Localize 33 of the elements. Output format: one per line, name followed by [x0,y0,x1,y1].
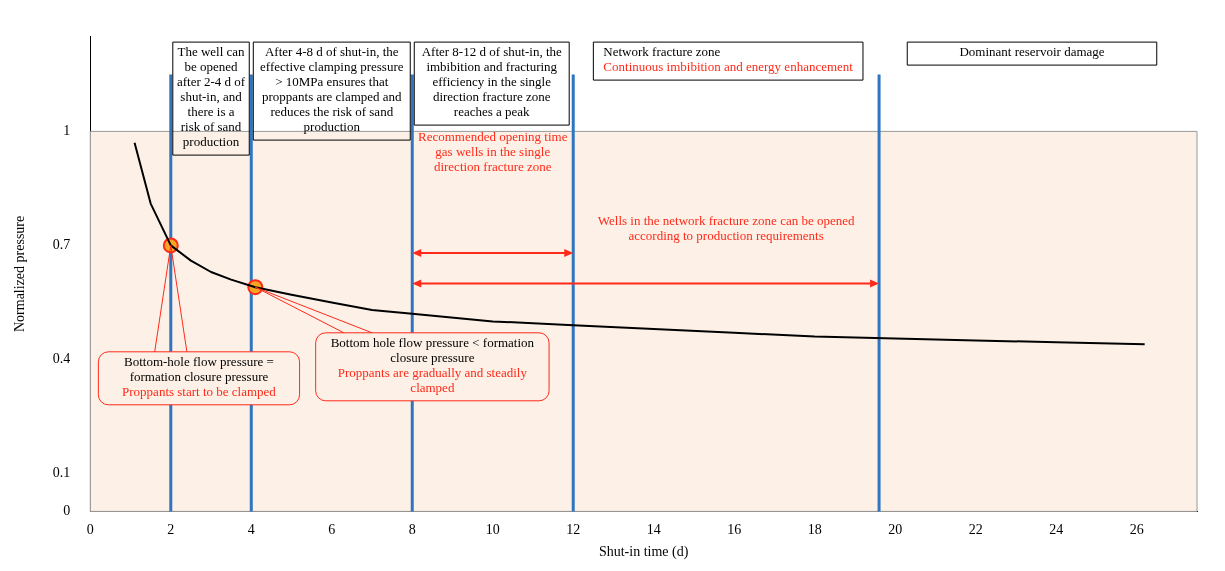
annotation: Bottom-hole flow pressure = formation closure pressure [123,353,274,384]
y-axis-title: Normalized pressure [12,215,28,333]
x-tick-label: 20 [888,522,903,538]
x-tick-label: 8 [408,522,416,538]
x-tick-label: 22 [968,522,983,538]
x-tick-label: 14 [646,522,661,538]
x-tick-label: 4 [247,522,255,538]
annotation: Network fracture zone [603,44,721,60]
y-tick-label: 0.4 [52,351,71,367]
x-tick-label: 0 [86,522,94,538]
y-tick-label: 1 [63,123,71,139]
annotation: The well can be opened after 2-4 d of shut-in, and there is a risk of sand production [176,44,246,150]
x-tick-label: 16 [727,522,742,538]
annotation: Continuous imbibition and energy enhancement [603,59,854,75]
annotation: After 8-12 d of shut-in, the imbibition and fracturing efficiency in the single direction fracture zone reaches a peak [421,44,562,120]
x-tick-label: 2 [167,522,175,538]
annotation: Recommended opening time gas wells in the single direction fracture zone [418,129,568,175]
annotation: After 4-8 d of shut-in, the effective clamping pressure > 10MPa ensures that proppants are clamped and reduces the risk of sand production [260,44,404,135]
y-tick-label: 0 [63,503,71,519]
x-tick-label: 24 [1049,522,1064,538]
annotation: Proppants start to be clamped [122,383,277,399]
x-tick-label: 12 [566,522,581,538]
annotation: Proppants are gradually and steadily clamped [337,364,528,395]
x-tick-label: 10 [485,522,500,538]
x-tick-label: 18 [807,522,822,538]
y-tick-label: 0.7 [52,237,71,253]
x-axis-title: Shut-in time (d) [598,544,689,561]
y-tick-label: 0.1 [52,465,71,481]
annotation: Dominant reservoir damage [959,44,1105,60]
x-tick-label: 6 [328,522,336,538]
annotation: Bottom hole flow pressure < formation closure pressure [330,334,535,365]
x-tick-label: 26 [1129,522,1144,538]
annotation: Wells in the network fracture zone can be opened according to production requirements [597,213,855,244]
